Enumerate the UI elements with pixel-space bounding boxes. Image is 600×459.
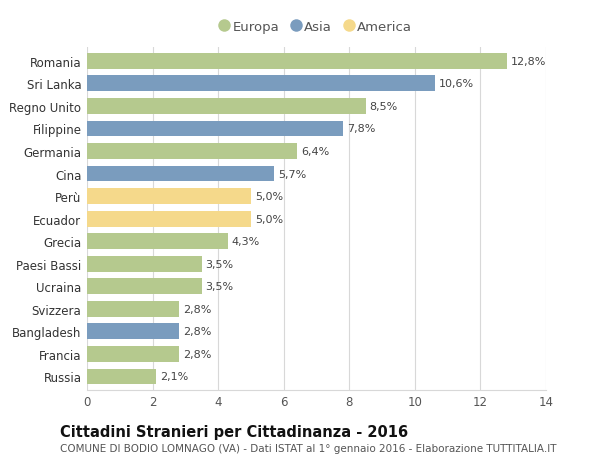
Bar bbox=[87, 121, 343, 137]
Bar bbox=[87, 301, 179, 317]
Text: 3,5%: 3,5% bbox=[206, 259, 234, 269]
Text: 7,8%: 7,8% bbox=[347, 124, 375, 134]
Text: COMUNE DI BODIO LOMNAGO (VA) - Dati ISTAT al 1° gennaio 2016 - Elaborazione TUTT: COMUNE DI BODIO LOMNAGO (VA) - Dati ISTA… bbox=[60, 443, 557, 453]
Legend: Europa, Asia, America: Europa, Asia, America bbox=[215, 16, 418, 39]
Text: 2,8%: 2,8% bbox=[183, 327, 211, 336]
Text: 2,8%: 2,8% bbox=[183, 304, 211, 314]
Bar bbox=[87, 144, 297, 160]
Bar bbox=[87, 99, 365, 115]
Text: 2,1%: 2,1% bbox=[160, 372, 188, 381]
Text: 6,4%: 6,4% bbox=[301, 147, 329, 157]
Text: 8,5%: 8,5% bbox=[370, 102, 398, 112]
Bar bbox=[87, 211, 251, 227]
Text: 3,5%: 3,5% bbox=[206, 282, 234, 291]
Text: Cittadini Stranieri per Cittadinanza - 2016: Cittadini Stranieri per Cittadinanza - 2… bbox=[60, 425, 408, 440]
Bar bbox=[87, 166, 274, 182]
Bar bbox=[87, 76, 434, 92]
Bar bbox=[87, 346, 179, 362]
Text: 10,6%: 10,6% bbox=[439, 79, 473, 89]
Bar bbox=[87, 54, 506, 70]
Bar bbox=[87, 189, 251, 205]
Bar bbox=[87, 234, 228, 250]
Text: 2,8%: 2,8% bbox=[183, 349, 211, 359]
Text: 4,3%: 4,3% bbox=[232, 237, 260, 246]
Text: 5,7%: 5,7% bbox=[278, 169, 306, 179]
Text: 5,0%: 5,0% bbox=[255, 214, 283, 224]
Bar bbox=[87, 324, 179, 340]
Text: 5,0%: 5,0% bbox=[255, 192, 283, 202]
Text: 12,8%: 12,8% bbox=[511, 57, 546, 67]
Bar bbox=[87, 369, 156, 385]
Bar bbox=[87, 256, 202, 272]
Bar bbox=[87, 279, 202, 295]
